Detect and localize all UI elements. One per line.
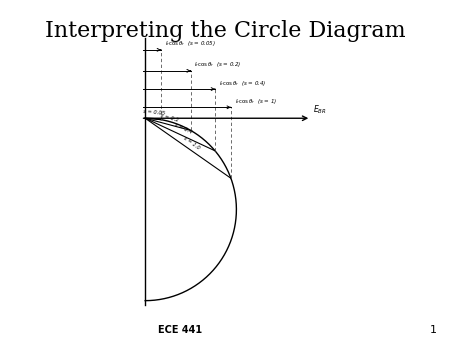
Text: $I_r\cos\theta_r$  (s = 0.4): $I_r\cos\theta_r$ (s = 0.4) — [219, 79, 266, 88]
Text: $I_r\cos\theta_r$  (s = 0.05): $I_r\cos\theta_r$ (s = 0.05) — [165, 40, 216, 48]
Text: s = 0.05: s = 0.05 — [143, 109, 165, 116]
Text: s = 1.0: s = 1.0 — [183, 136, 201, 150]
Text: s = 0.2: s = 0.2 — [160, 113, 180, 123]
Text: Interpreting the Circle Diagram: Interpreting the Circle Diagram — [45, 20, 405, 42]
Text: $I_r\cos\theta_r$  (s = 0.2): $I_r\cos\theta_r$ (s = 0.2) — [194, 61, 242, 69]
Text: 1: 1 — [429, 324, 436, 335]
Text: $I_r\cos\theta_r$  (s = 1): $I_r\cos\theta_r$ (s = 1) — [234, 97, 277, 106]
Text: s = 0.4: s = 0.4 — [173, 122, 193, 135]
Text: ECE 441: ECE 441 — [158, 324, 202, 335]
Text: $E_{BR}$: $E_{BR}$ — [313, 103, 327, 116]
